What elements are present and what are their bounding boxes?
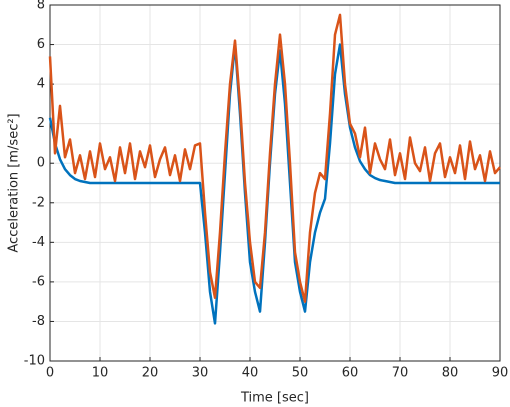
y-tick-label: 6 — [37, 37, 45, 52]
y-tick-label: 2 — [37, 116, 45, 131]
y-tick-label: 4 — [37, 77, 45, 92]
x-axis-label: Time [sec] — [240, 391, 309, 406]
x-tick-label: 30 — [192, 366, 209, 381]
y-tick-label: -10 — [24, 354, 45, 369]
y-tick-label: -8 — [32, 314, 45, 329]
y-tick-label: -2 — [32, 195, 45, 210]
x-tick-label: 20 — [142, 366, 159, 381]
x-tick-label: 90 — [492, 366, 509, 381]
x-tick-label: 40 — [242, 366, 259, 381]
data-line — [48, 13, 501, 303]
x-tick-label: 50 — [292, 366, 309, 381]
y-tick-label: -6 — [32, 274, 45, 289]
x-tick-label: 70 — [392, 366, 409, 381]
x-tick-label: 60 — [342, 366, 359, 381]
x-tick-label: 10 — [92, 366, 109, 381]
x-tick-label: 0 — [46, 366, 54, 381]
y-axis-label: Acceleration [m/sec²] — [7, 113, 22, 252]
x-tick-label: 80 — [442, 366, 459, 381]
y-tick-label: 8 — [37, 0, 45, 13]
y-tick-label: 0 — [37, 156, 45, 171]
y-tick-label: -4 — [32, 235, 45, 250]
